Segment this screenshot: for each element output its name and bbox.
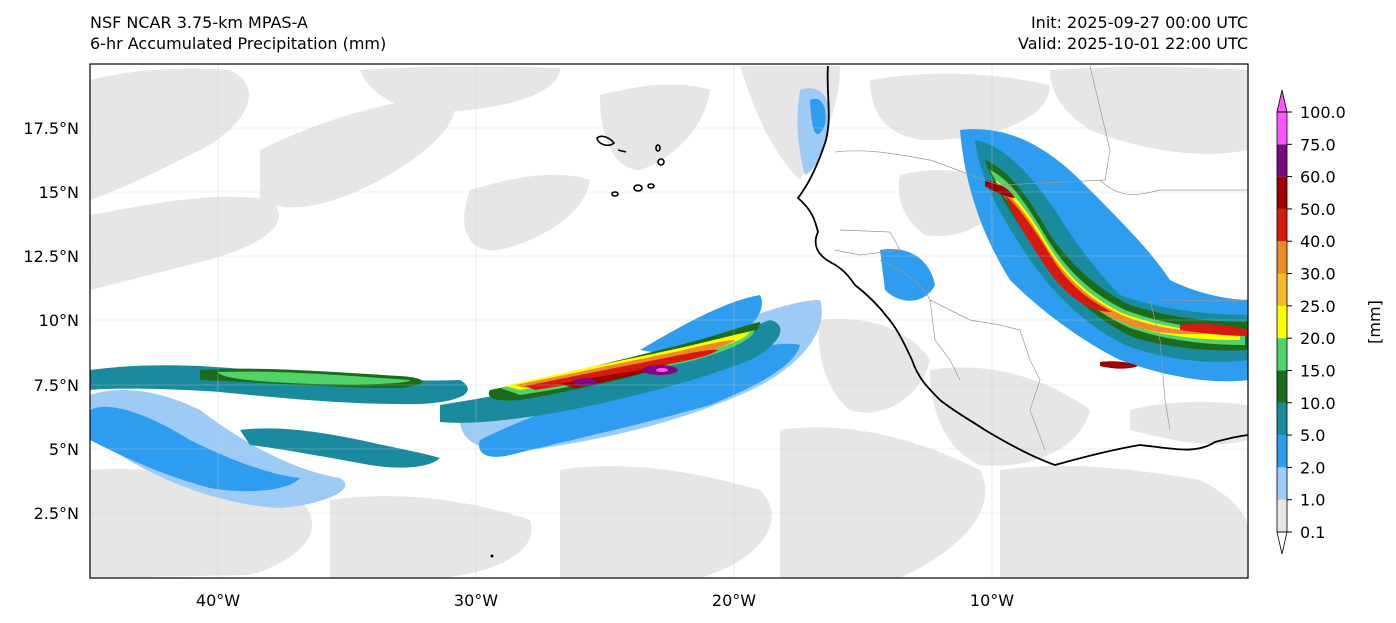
lat-tick-label: 12.5°N: [23, 247, 79, 266]
colorbar-segment: [1277, 402, 1287, 436]
colorbar-level-label: 100.0: [1300, 103, 1346, 122]
precip-75mm-core: [573, 378, 597, 386]
colorbar-extend-min: [1276, 531, 1288, 555]
init-time: Init: 2025-09-27 00:00 UTC: [1030, 13, 1248, 32]
precip-30mm-layer: [515, 188, 1210, 388]
colorbar-level-label: 0.1: [1300, 523, 1325, 542]
longitude-ticks: 40°W 30°W 20°W 10°W: [196, 591, 1014, 610]
precip-100mm-core: [656, 368, 668, 372]
colorbar-segment: [1277, 144, 1287, 177]
title-block: NSF NCAR 3.75-km MPAS-A 6-hr Accumulated…: [90, 12, 386, 54]
colorbar-segment: [1277, 208, 1287, 242]
colorbar-level-label: 30.0: [1300, 265, 1336, 284]
colorbar-segment: [1277, 305, 1287, 339]
colorbar-level-label: 40.0: [1300, 232, 1336, 251]
colorbar-extend-max: [1276, 89, 1288, 113]
graticule: [90, 64, 1248, 578]
colorbar-level-label: 75.0: [1300, 135, 1336, 154]
colorbar-level-label: 25.0: [1300, 297, 1336, 316]
colorbar-segment: [1277, 499, 1287, 532]
country-borders: [834, 65, 1248, 451]
model-title: NSF NCAR 3.75-km MPAS-A: [90, 13, 308, 32]
light-precip-layer: [90, 66, 1248, 578]
map-content: [90, 64, 1248, 578]
colorbar-level-label: 20.0: [1300, 329, 1336, 348]
small-island: [490, 554, 494, 558]
lon-tick-label: 20°W: [712, 591, 756, 610]
colorbar-level-label: 50.0: [1300, 200, 1336, 219]
lat-tick-label: 2.5°N: [34, 504, 79, 523]
field-title: 6-hr Accumulated Precipitation (mm): [90, 34, 387, 53]
colorbar-segment: [1277, 112, 1287, 145]
valid-time: Valid: 2025-10-01 22:00 UTC: [1017, 34, 1248, 53]
lon-tick-label: 10°W: [970, 591, 1014, 610]
colorbar-segment: [1277, 273, 1287, 306]
coastline: [796, 65, 1248, 466]
cape-verde-islands: [596, 135, 665, 197]
colorbar-level-label: 5.0: [1300, 426, 1325, 445]
latitude-ticks: 17.5°N 15°N 12.5°N 10°N 7.5°N 5°N 2.5°N: [23, 119, 79, 523]
colorbar-level-label: 1.0: [1300, 491, 1325, 510]
colorbar-unit-label: [mm]: [1365, 300, 1384, 344]
time-block: Init: 2025-09-27 00:00 UTC Valid: 2025-1…: [1018, 12, 1248, 54]
colorbar-segment: [1277, 370, 1287, 403]
colorbar-segment: [1277, 338, 1287, 371]
colorbar-level-label: 10.0: [1300, 394, 1336, 413]
colorbar: 0.1 1.0 2.0 5.0 10.0 15.0 20.0 25.0 30.0 40.0 50.0…: [1276, 89, 1346, 555]
lat-tick-label: 15°N: [39, 183, 79, 202]
lon-tick-label: 40°W: [196, 591, 240, 610]
map-frame: [89, 63, 1249, 579]
lon-tick-label: 30°W: [454, 591, 498, 610]
colorbar-frame: [1276, 111, 1288, 533]
colorbar-segment: [1277, 176, 1287, 209]
precip-40mm-layer: [525, 195, 1248, 390]
colorbar-level-label: 15.0: [1300, 361, 1336, 380]
colorbar-level-label: 60.0: [1300, 168, 1336, 187]
lat-tick-label: 5°N: [49, 440, 79, 459]
colorbar-segment: [1277, 435, 1287, 468]
lat-tick-label: 10°N: [39, 311, 79, 330]
lat-tick-label: 17.5°N: [23, 119, 79, 138]
lat-tick-label: 7.5°N: [34, 376, 79, 395]
colorbar-segment: [1277, 241, 1287, 274]
colorbar-segment: [1277, 467, 1287, 500]
colorbar-level-label: 2.0: [1300, 458, 1325, 477]
